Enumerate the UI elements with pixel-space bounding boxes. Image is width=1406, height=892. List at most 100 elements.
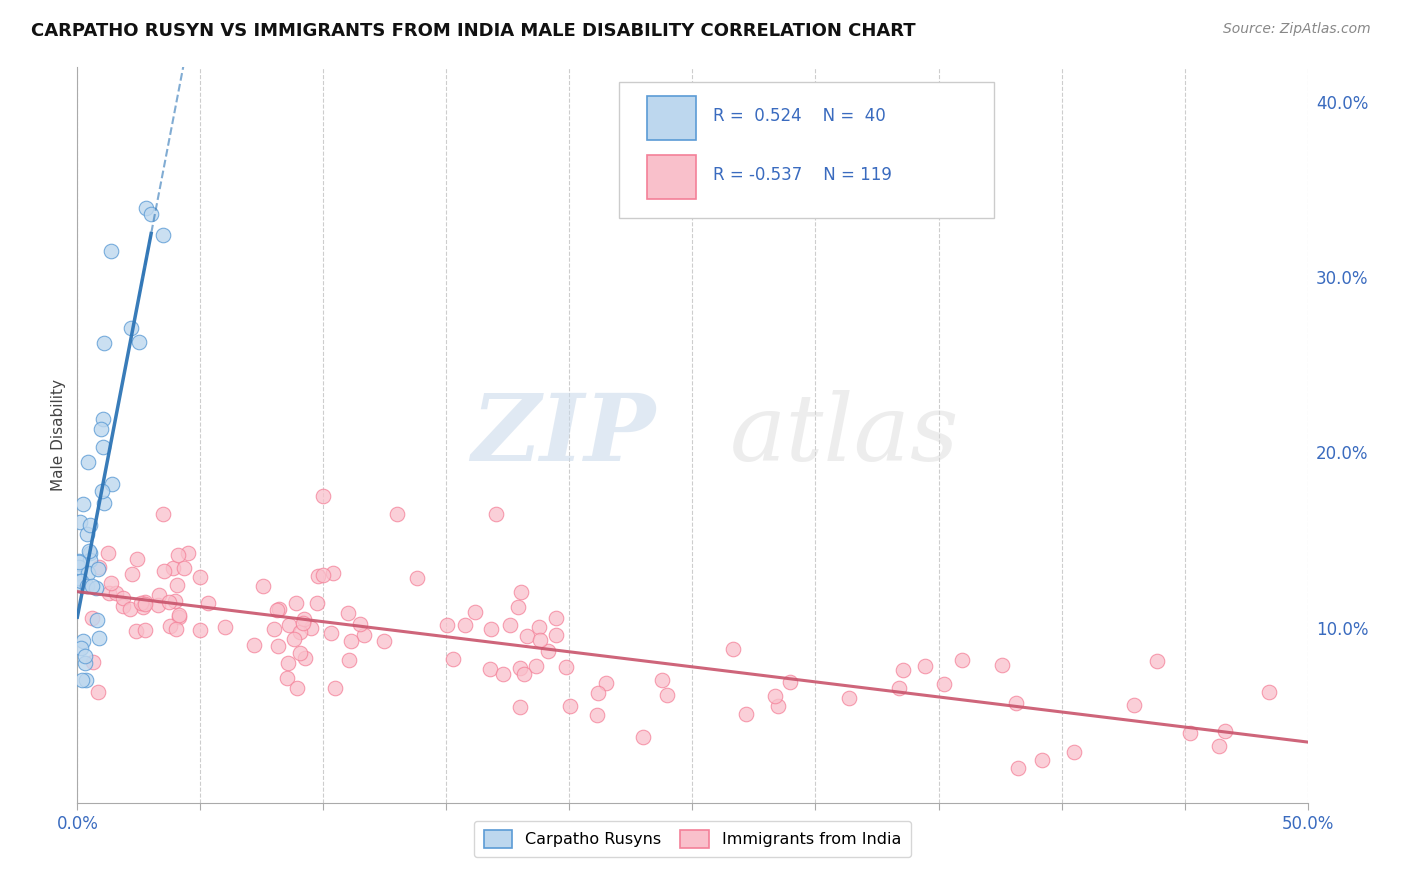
Point xyxy=(72,579,94,593)
Point xyxy=(337,653,360,667)
Point xyxy=(79,518,101,533)
Point xyxy=(82,611,104,625)
Point xyxy=(952,653,974,667)
Legend: Carpatho Rusyns, Immigrants from India: Carpatho Rusyns, Immigrants from India xyxy=(474,821,911,857)
Point xyxy=(135,201,157,215)
Point xyxy=(932,676,955,690)
Point xyxy=(529,632,551,647)
Point xyxy=(129,596,152,610)
Point xyxy=(1146,654,1168,668)
Point xyxy=(763,690,786,704)
Point xyxy=(779,675,801,690)
FancyBboxPatch shape xyxy=(619,81,994,218)
Point xyxy=(111,599,134,614)
Point xyxy=(266,603,288,617)
Point xyxy=(509,661,531,675)
Point xyxy=(405,571,427,585)
Point xyxy=(165,594,187,608)
Point xyxy=(1122,698,1144,712)
Point xyxy=(299,621,322,635)
Point xyxy=(454,618,477,632)
Point xyxy=(146,599,169,613)
Point xyxy=(132,599,155,614)
Point xyxy=(267,602,290,616)
Point xyxy=(499,618,522,632)
Point xyxy=(305,596,328,610)
Point xyxy=(87,561,110,575)
Point xyxy=(481,622,503,636)
Point xyxy=(277,656,299,670)
Point xyxy=(312,489,335,503)
Point xyxy=(125,624,148,638)
Point xyxy=(294,651,316,665)
Point xyxy=(128,334,150,349)
Point xyxy=(100,244,122,258)
Point xyxy=(76,455,98,469)
Point xyxy=(735,706,758,721)
Point xyxy=(79,546,101,560)
Point xyxy=(75,673,97,687)
Point xyxy=(72,633,94,648)
Point xyxy=(838,691,860,706)
Point xyxy=(111,591,134,605)
Point xyxy=(166,578,188,592)
Point xyxy=(177,546,200,560)
Point xyxy=(891,663,914,677)
Point xyxy=(516,629,538,643)
Point xyxy=(70,640,93,655)
Point xyxy=(353,628,375,642)
Point xyxy=(1213,723,1236,738)
Point xyxy=(768,699,790,714)
Point xyxy=(214,620,236,634)
Point xyxy=(479,663,502,677)
Point xyxy=(263,622,285,636)
Point xyxy=(125,551,148,566)
Point xyxy=(385,507,409,521)
Point xyxy=(86,614,108,628)
Point xyxy=(84,581,107,595)
Point xyxy=(73,648,96,663)
Point xyxy=(546,611,568,625)
Point xyxy=(464,605,486,619)
Point xyxy=(90,421,112,435)
Point xyxy=(510,585,533,599)
Point xyxy=(312,567,335,582)
Point xyxy=(91,483,114,498)
Point xyxy=(339,634,361,648)
Point xyxy=(291,616,314,631)
Point xyxy=(252,579,274,593)
Point xyxy=(485,507,508,521)
Point xyxy=(93,495,115,509)
Point xyxy=(101,476,124,491)
Point xyxy=(1007,761,1029,775)
Point xyxy=(991,658,1014,673)
Point xyxy=(69,574,91,589)
Point xyxy=(527,620,550,634)
Point xyxy=(91,440,114,454)
Point xyxy=(148,588,170,602)
Point xyxy=(586,707,609,722)
Point xyxy=(307,569,329,583)
Point xyxy=(631,730,654,744)
Point xyxy=(118,602,141,616)
Point xyxy=(79,553,101,567)
Point xyxy=(513,667,536,681)
Point xyxy=(288,646,311,660)
Text: atlas: atlas xyxy=(730,390,959,480)
Point xyxy=(436,617,458,632)
Point xyxy=(134,624,156,638)
Point xyxy=(285,681,308,695)
Point xyxy=(188,624,211,638)
Point xyxy=(67,559,90,574)
Point xyxy=(153,564,176,578)
Point xyxy=(524,659,547,673)
Point xyxy=(322,566,344,581)
Point xyxy=(595,676,617,690)
Point xyxy=(152,507,174,521)
Text: ZIP: ZIP xyxy=(471,390,655,480)
Point xyxy=(134,595,156,609)
Point xyxy=(89,631,111,645)
Point xyxy=(134,597,156,611)
FancyBboxPatch shape xyxy=(647,155,696,200)
Point xyxy=(276,671,298,685)
